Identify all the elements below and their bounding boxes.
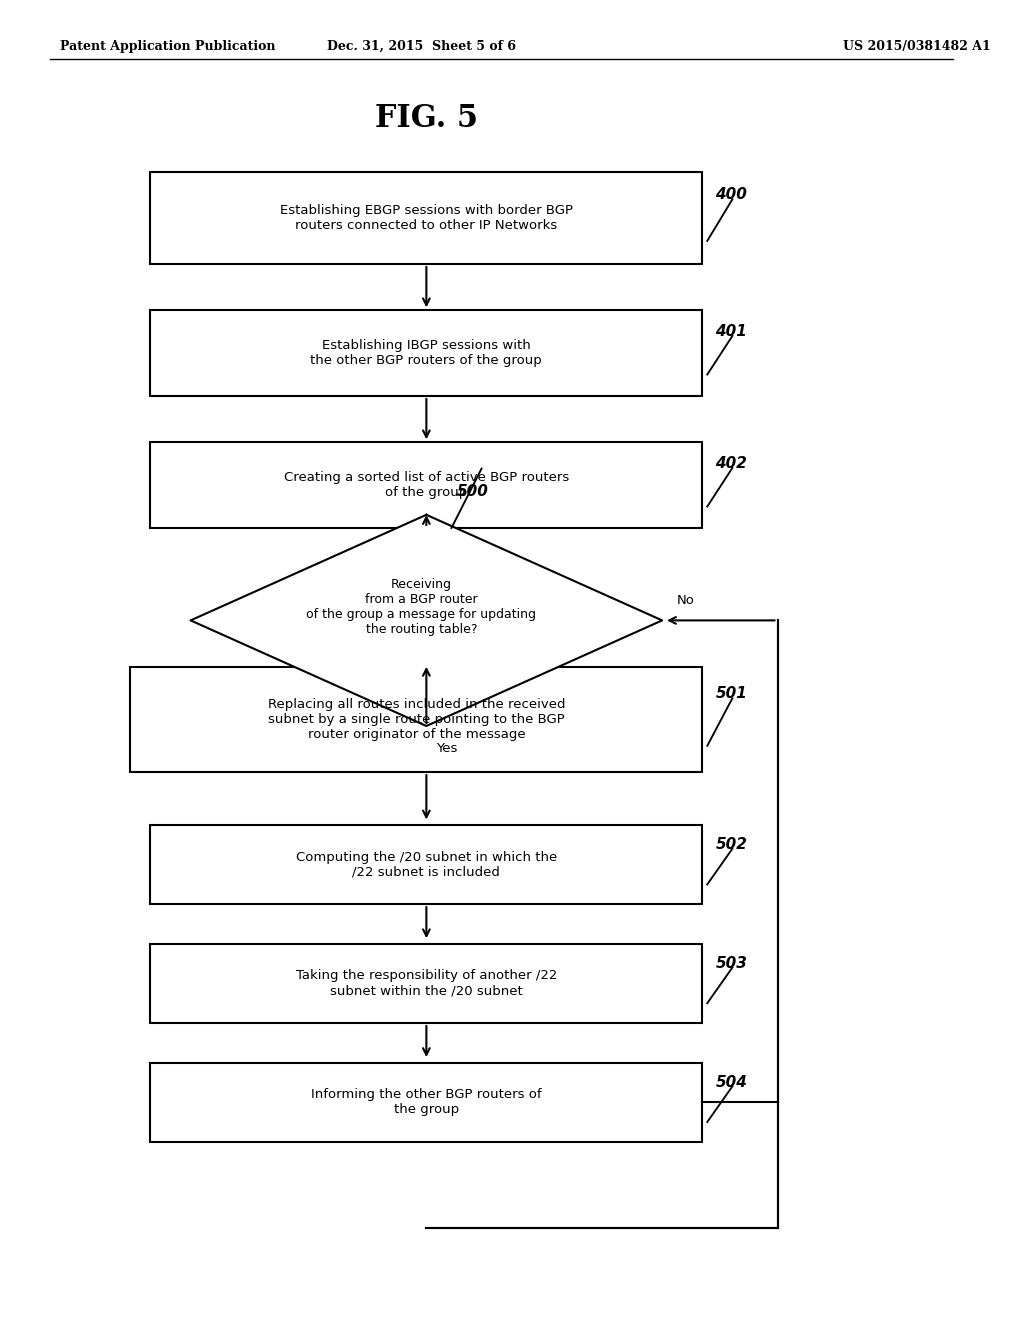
- Text: 401: 401: [716, 325, 748, 339]
- Text: 503: 503: [716, 956, 748, 972]
- Text: 500: 500: [457, 483, 488, 499]
- Text: Computing the /20 subnet in which the
/22 subnet is included: Computing the /20 subnet in which the /2…: [296, 850, 557, 879]
- Text: No: No: [677, 594, 695, 607]
- Text: Creating a sorted list of active BGP routers
of the group: Creating a sorted list of active BGP rou…: [284, 471, 569, 499]
- Text: 402: 402: [716, 457, 748, 471]
- Text: Establishing EBGP sessions with border BGP
routers connected to other IP Network: Establishing EBGP sessions with border B…: [280, 203, 572, 232]
- Bar: [151, 310, 702, 396]
- Text: Taking the responsibility of another /22
subnet within the /20 subnet: Taking the responsibility of another /22…: [296, 969, 557, 998]
- Text: 400: 400: [716, 187, 748, 202]
- Bar: [151, 944, 702, 1023]
- Text: FIG. 5: FIG. 5: [375, 103, 478, 135]
- Bar: [130, 667, 702, 772]
- Bar: [151, 1063, 702, 1142]
- Text: Replacing all routes included in the received
subnet by a single route pointing : Replacing all routes included in the rec…: [267, 698, 565, 741]
- Text: Informing the other BGP routers of
the group: Informing the other BGP routers of the g…: [311, 1088, 542, 1117]
- Text: 501: 501: [716, 685, 748, 701]
- Bar: [151, 172, 702, 264]
- Text: Dec. 31, 2015  Sheet 5 of 6: Dec. 31, 2015 Sheet 5 of 6: [327, 40, 516, 53]
- Text: 504: 504: [716, 1074, 748, 1090]
- Text: Patent Application Publication: Patent Application Publication: [60, 40, 275, 53]
- Bar: [151, 825, 702, 904]
- Text: Yes: Yes: [436, 742, 457, 755]
- Polygon shape: [190, 515, 663, 726]
- Text: Receiving
from a BGP router
of the group a message for updating
the routing tabl: Receiving from a BGP router of the group…: [306, 578, 537, 636]
- Text: Establishing IBGP sessions with
the other BGP routers of the group: Establishing IBGP sessions with the othe…: [310, 339, 543, 367]
- Text: 502: 502: [716, 837, 748, 853]
- Bar: [151, 442, 702, 528]
- Text: US 2015/0381482 A1: US 2015/0381482 A1: [843, 40, 990, 53]
